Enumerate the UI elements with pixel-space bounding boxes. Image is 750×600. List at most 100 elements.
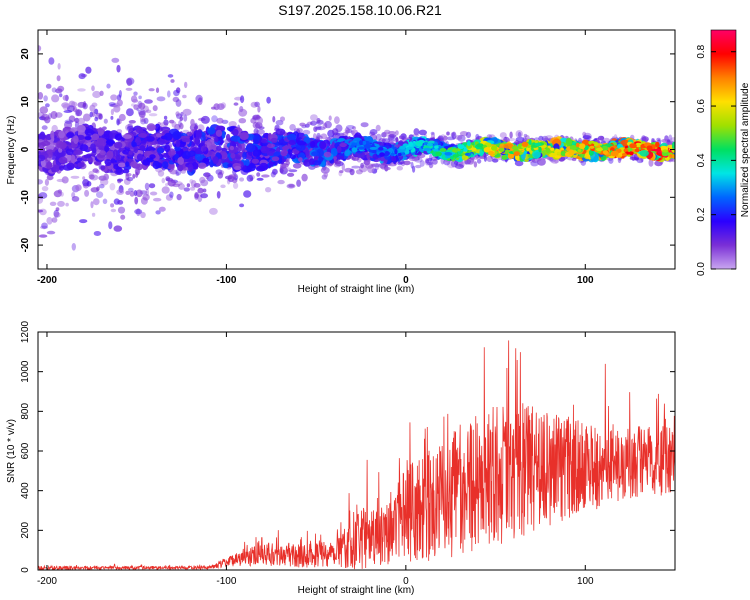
x-tick-label: 0 <box>403 576 409 587</box>
spectrogram-blob <box>330 147 338 157</box>
spectrogram-blob <box>165 194 173 201</box>
spectrogram-blob <box>103 173 109 181</box>
spectrogram-blob <box>194 154 204 161</box>
spectrogram-peak <box>534 142 542 147</box>
spectrogram-blob <box>43 95 48 102</box>
spectrogram-blob <box>76 124 86 133</box>
spectrogram-blob <box>538 135 544 141</box>
spectrogram-blob <box>277 179 285 185</box>
spectrogram-peak <box>434 145 439 149</box>
spectrogram-blob <box>116 64 121 73</box>
spectrogram-blob <box>296 179 301 187</box>
spectrogram-peak <box>415 140 423 147</box>
spectrogram-blob <box>195 94 203 103</box>
spectrogram-blob <box>454 164 464 169</box>
spectrogram-blob <box>288 169 298 173</box>
spectrogram-blob <box>486 155 493 162</box>
spectrogram-blob <box>266 151 276 156</box>
spectrogram-blob <box>127 187 134 192</box>
spectrogram-peak <box>483 147 491 153</box>
spectrogram-blob <box>252 149 261 157</box>
spectrogram-peak <box>433 148 439 153</box>
spectrogram-blob <box>111 57 120 63</box>
spectrogram-peak <box>384 151 390 157</box>
spectrogram-blob <box>132 141 137 147</box>
spectrogram-blob <box>199 176 206 184</box>
spectrogram-blob <box>239 203 245 208</box>
x-tick-label: -100 <box>216 275 236 286</box>
spectrogram-blob <box>133 146 139 154</box>
spectrogram-peak <box>646 145 653 151</box>
spectrogram-blob <box>39 145 44 153</box>
spectrogram-blob <box>302 129 311 135</box>
spectrogram-blob <box>403 160 411 166</box>
spectrogram-blob <box>207 127 216 135</box>
spectrogram-blob <box>217 125 226 131</box>
spectrogram-blob <box>177 157 184 165</box>
spectrogram-blob <box>339 142 347 148</box>
spectrogram-blob <box>205 172 210 180</box>
spectrogram-blob <box>165 183 169 187</box>
spectrogram-peak <box>556 151 562 155</box>
spectrogram-blob <box>537 158 546 166</box>
spectrogram-blob <box>45 83 52 89</box>
spectrogram-blob <box>310 114 318 121</box>
spectrogram-blob <box>159 122 168 128</box>
spectrogram-blob <box>58 156 68 164</box>
spectrogram-blob <box>530 161 539 167</box>
spectrogram-blob <box>344 127 350 134</box>
spectrogram-blob <box>91 85 95 92</box>
spectrogram-blob <box>154 123 161 132</box>
spectrogram-blob <box>167 179 176 187</box>
spectrogram-blob <box>108 102 116 106</box>
spectrogram-blob <box>412 165 416 173</box>
spectrogram-blob <box>148 113 158 117</box>
spectrogram-blob <box>144 99 153 104</box>
spectrogram-blob <box>109 183 116 191</box>
spectrogram-blob <box>256 172 261 177</box>
spectrogram-blob <box>71 101 78 107</box>
spectrogram-blob <box>171 121 177 128</box>
spectrogram-blob <box>155 210 161 215</box>
spectrogram-blob <box>315 135 323 140</box>
spectrogram-blob <box>44 178 50 186</box>
spectrogram-blob <box>455 135 463 140</box>
spectrogram-blob <box>230 152 236 159</box>
spectrogram-blob <box>316 132 321 139</box>
spectrogram-blob <box>94 108 99 115</box>
spectrogram-blob <box>46 217 53 225</box>
spectrogram-blob <box>145 109 152 114</box>
spectrogram-blob <box>155 133 162 138</box>
spectrogram-blob <box>459 131 468 137</box>
y-tick-label: 1200 <box>20 320 31 343</box>
spectrogram-blob <box>266 143 276 149</box>
spectrogram-blob <box>57 63 61 70</box>
spectrogram-y-label: Frequency (Hz) <box>6 116 17 185</box>
spectrogram-blob <box>134 196 139 205</box>
spectrogram-blob <box>270 137 278 143</box>
spectrogram-blob <box>360 122 369 128</box>
spectrogram-blob <box>395 130 399 136</box>
spectrogram-blob <box>163 115 168 120</box>
spectrogram-blob <box>125 87 133 91</box>
spectrogram-blob <box>375 124 381 132</box>
spectrogram-blob <box>56 178 65 183</box>
spectrogram-blob <box>339 170 344 174</box>
spectrogram-blob <box>97 138 103 145</box>
spectrogram-blob <box>142 105 149 113</box>
spectrogram-blob <box>38 92 44 100</box>
spectrogram-blob <box>48 57 55 65</box>
spectrogram-blob <box>75 184 82 191</box>
colorbar-label: Normalized spectral amplitude <box>740 82 750 217</box>
spectrogram-blob <box>210 144 218 151</box>
spectrogram-blob <box>457 134 466 142</box>
x-tick-label: -200 <box>37 576 57 587</box>
spectrogram-blob <box>503 143 514 149</box>
spectrogram-blob <box>256 177 264 181</box>
spectrogram-blob <box>473 161 478 168</box>
spectrogram-blob <box>320 133 328 140</box>
spectrogram-blob <box>41 125 48 130</box>
spectrogram-blob <box>381 138 391 144</box>
